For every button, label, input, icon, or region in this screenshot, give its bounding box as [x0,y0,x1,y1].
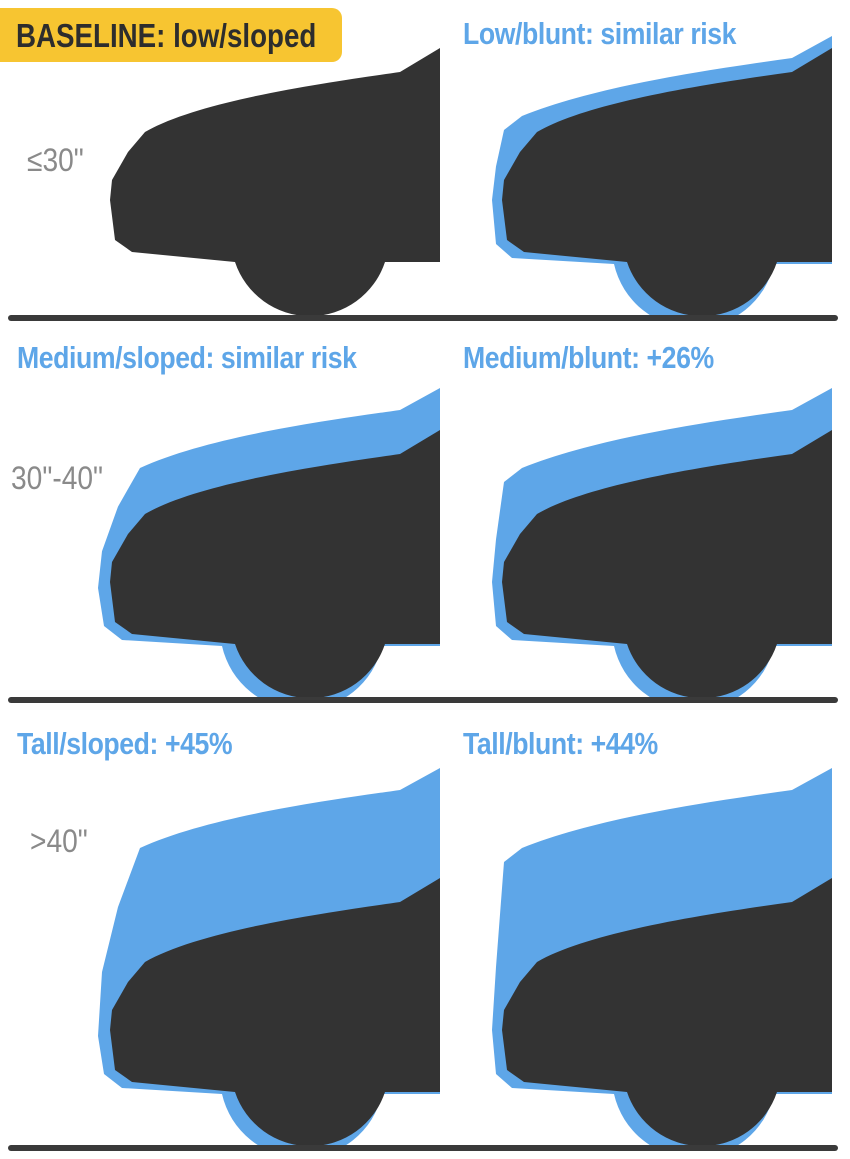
baseline-vehicle-silhouette [110,430,440,699]
vehicle-panel-tall-blunt [492,768,832,1148]
vehicle-panel-medium-blunt [492,388,832,700]
baseline-vehicle-silhouette [502,48,832,317]
baseline-vehicle-silhouette [502,430,832,699]
panel-label-baseline: BASELINE: low/sloped [16,17,317,54]
ground-line [8,315,838,321]
panel-label-tall-blunt: Tall/blunt: +44% [463,726,658,761]
baseline-badge: BASELINE: low/sloped [0,8,342,62]
panel-label-medium-blunt: Medium/blunt: +26% [463,340,714,375]
baseline-vehicle-silhouette [110,48,440,317]
height-label-low: ≤30" [27,142,84,178]
ground-line [8,1145,838,1151]
vehicle-panel-tall-sloped [98,768,440,1148]
baseline-vehicle-silhouette [110,878,440,1147]
baseline-vehicle-silhouette [502,878,832,1147]
height-label-tall: >40" [30,823,88,859]
vehicle-panel-medium-sloped [98,388,440,700]
panel-label-low-blunt: Low/blunt: similar risk [463,16,737,51]
ground-line [8,697,838,703]
vehicle-panel-low-blunt [492,36,832,318]
height-label-medium: 30"-40" [11,460,104,496]
panel-label-medium-sloped: Medium/sloped: similar risk [17,340,357,375]
panel-label-tall-sloped: Tall/sloped: +45% [17,726,233,761]
vehicle-panel-low-sloped [110,48,440,317]
